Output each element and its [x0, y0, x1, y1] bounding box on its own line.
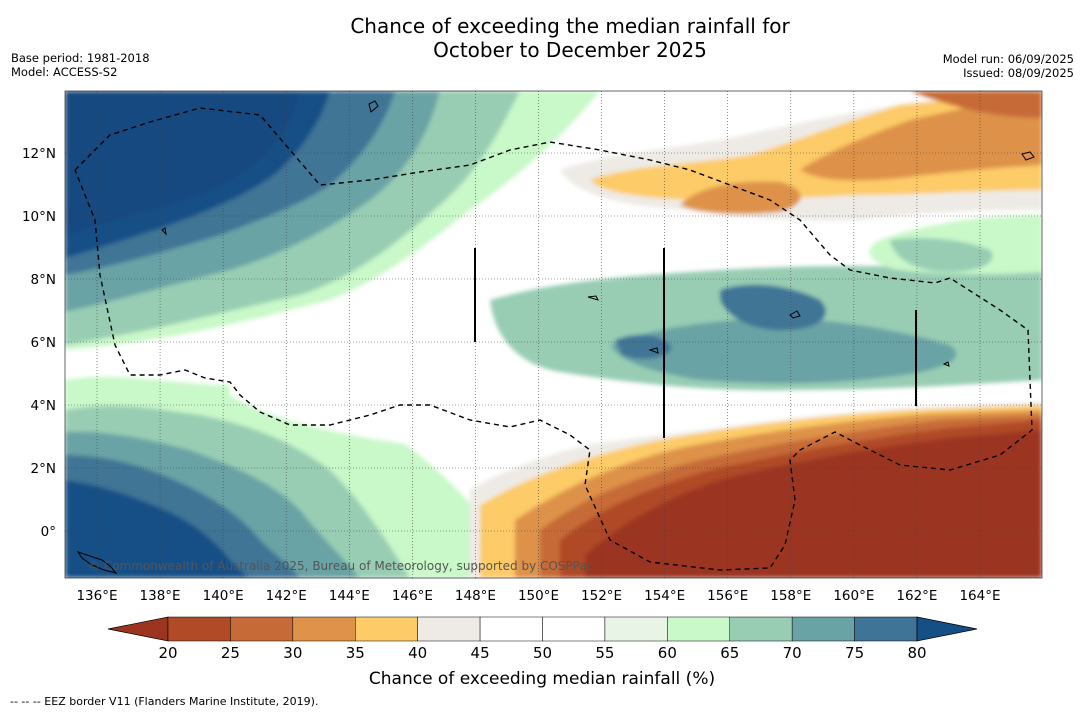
latitude-label: 10°N	[22, 209, 56, 225]
colorbar-segment	[292, 616, 356, 642]
latitude-labels: 12°N 10°N 8°N 6°N 4°N 2°N 0°	[22, 146, 56, 540]
colorbar-tick-label: 50	[533, 644, 552, 662]
colorbar-tick-label: 45	[471, 644, 490, 662]
longitude-label: 138°E	[140, 588, 181, 604]
kiribati-lines	[474, 248, 917, 438]
meta-left: Base period: 1981-2018 Model: ACCESS-S2	[11, 51, 150, 79]
colorbar-tick-label: 20	[158, 644, 177, 662]
colorbar-segment	[167, 616, 231, 642]
latitude-label: 8°N	[31, 272, 56, 288]
colorbar-segment	[355, 616, 418, 642]
issued-text: Issued: 08/09/2025	[963, 66, 1074, 80]
title-line-2: October to December 2025	[433, 38, 707, 62]
colorbar-segment	[542, 616, 606, 642]
colorbar-tick-label: 35	[346, 644, 365, 662]
longitude-label: 162°E	[896, 588, 937, 604]
latitude-label: 6°N	[31, 335, 56, 351]
latitude-label: 4°N	[31, 398, 56, 414]
longitude-label: 164°E	[959, 588, 1000, 604]
longitude-label: 156°E	[707, 588, 748, 604]
latitude-label: 0°	[41, 524, 56, 540]
colorbar-tick-label: 30	[283, 644, 302, 662]
model-text: Model: ACCESS-S2	[11, 65, 118, 79]
model-run-text: Model run: 06/09/2025	[942, 52, 1074, 66]
colorbar-segment	[667, 616, 730, 642]
map-frame	[64, 90, 1043, 579]
longitude-label: 144°E	[329, 588, 370, 604]
longitude-label: 140°E	[203, 588, 244, 604]
colorbar-min-arrow	[107, 616, 169, 642]
eez-footnote: -- -- -- EEZ border V11 (Flanders Marine…	[10, 695, 319, 708]
base-period-text: Base period: 1981-2018	[11, 51, 150, 65]
meta-right: Model run: 06/09/2025 Issued: 08/09/2025	[943, 52, 1074, 80]
latitude-label: 2°N	[31, 461, 56, 477]
colorbar-tick-label: 70	[783, 644, 802, 662]
map-title: Chance of exceeding the median rainfall …	[200, 14, 940, 62]
colorbar-max-arrow	[916, 616, 978, 642]
colorbar-segment	[479, 616, 543, 642]
colorbar-tick-label: 55	[595, 644, 614, 662]
colorbar-tick-label: 65	[720, 644, 739, 662]
map-field: © Commonwealth of Australia 2025, Bureau…	[65, 91, 1042, 578]
colorbar-tick-label: 75	[845, 644, 864, 662]
longitude-label: 146°E	[392, 588, 433, 604]
colorbar-segment	[729, 616, 793, 642]
colorbar-tick-label: 80	[907, 644, 926, 662]
colorbar-tick-label: 40	[408, 644, 427, 662]
colorbar: 20 25 30 35 40 45 50 55 60 65 70 75 80	[107, 616, 978, 662]
longitude-label: 148°E	[455, 588, 496, 604]
longitude-label: 160°E	[833, 588, 874, 604]
longitude-label: 154°E	[644, 588, 685, 604]
colorbar-segment	[230, 616, 294, 642]
longitude-label: 136°E	[76, 588, 117, 604]
colorbar-segment	[791, 616, 855, 642]
title-line-1: Chance of exceeding the median rainfall …	[350, 14, 790, 38]
longitude-labels: 136°E 138°E 140°E 142°E 144°E 146°E 148°E 150°E…	[76, 588, 1000, 604]
colorbar-segment	[604, 616, 668, 642]
longitude-label: 158°E	[770, 588, 811, 604]
colorbar-tick-label: 25	[221, 644, 240, 662]
eez-border-line	[74, 107, 1033, 571]
colorbar-segment	[854, 616, 918, 642]
longitude-label: 150°E	[518, 588, 559, 604]
island-outlines	[76, 100, 1035, 574]
latitude-label: 12°N	[22, 146, 56, 162]
colorbar-title: Chance of exceeding median rainfall (%)	[369, 669, 715, 689]
longitude-label: 142°E	[266, 588, 307, 604]
graticule	[65, 91, 1042, 578]
longitude-label: 152°E	[581, 588, 622, 604]
colorbar-tick-label: 60	[658, 644, 677, 662]
colorbar-segment	[417, 616, 481, 642]
copyright-text: © Commonwealth of Australia 2025, Bureau…	[88, 559, 593, 573]
